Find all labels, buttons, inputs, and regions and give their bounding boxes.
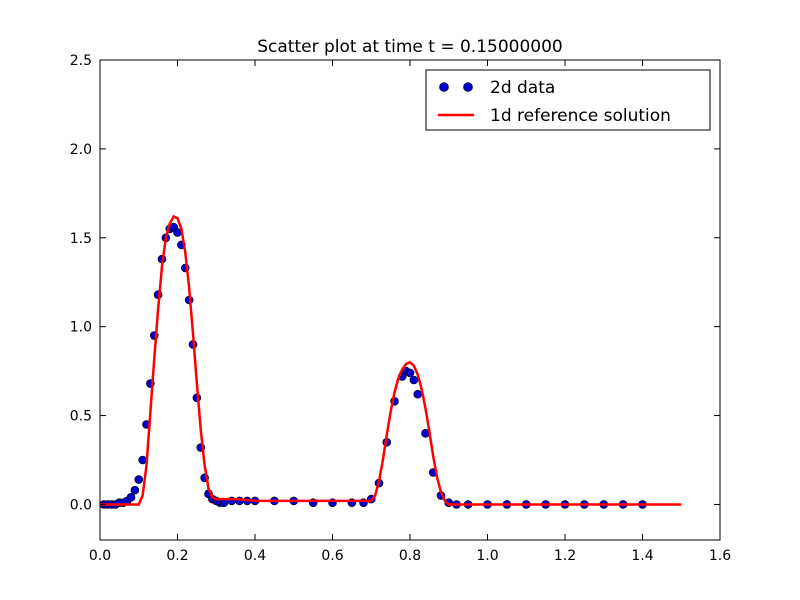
series-2d-data [100,222,647,509]
data-point [126,493,136,502]
legend-label: 1d reference solution [490,106,671,126]
y-tick-label: 1.0 [70,320,92,336]
y-axis: 0.0 0.5 1.0 1.5 2.0 2.5 [70,53,720,513]
plot-area [99,59,721,541]
x-tick-label: 0.6 [321,548,343,564]
legend-box [425,69,711,131]
x-tick-label: 1.0 [476,548,498,564]
x-tick-label: 0.0 [89,548,111,564]
x-tick-label: 0.2 [166,548,188,564]
series-line-1d-reference-solution [100,214,682,506]
y-tick-label: 2.5 [70,53,92,69]
x-tick-label: 1.4 [631,548,653,564]
y-tick-label: 2.0 [70,142,92,158]
data-point [134,475,144,484]
x-axis: 0.0 0.2 0.4 0.6 0.8 1.0 1.2 1.4 1.6 [89,60,731,564]
y-tick-label: 0.0 [70,497,92,513]
chart-title: Scatter plot at time t = 0.15000000 [257,37,563,57]
data-point [405,368,415,378]
data-point [409,375,419,385]
legend-label: 2d data [490,78,555,98]
legend: 2d data 1d reference solution [425,69,711,131]
legend-marker-2d-data [463,82,473,92]
legend-marker-2d-data [439,82,449,92]
data-point [138,455,147,465]
data-point [413,389,423,399]
y-tick-label: 0.5 [70,409,92,425]
x-tick-label: 0.8 [399,548,421,564]
x-tick-label: 1.6 [709,548,731,564]
x-tick-label: 0.4 [244,548,266,564]
x-tick-label: 1.2 [554,548,576,564]
data-point [130,485,140,495]
y-tick-label: 1.5 [70,231,92,247]
